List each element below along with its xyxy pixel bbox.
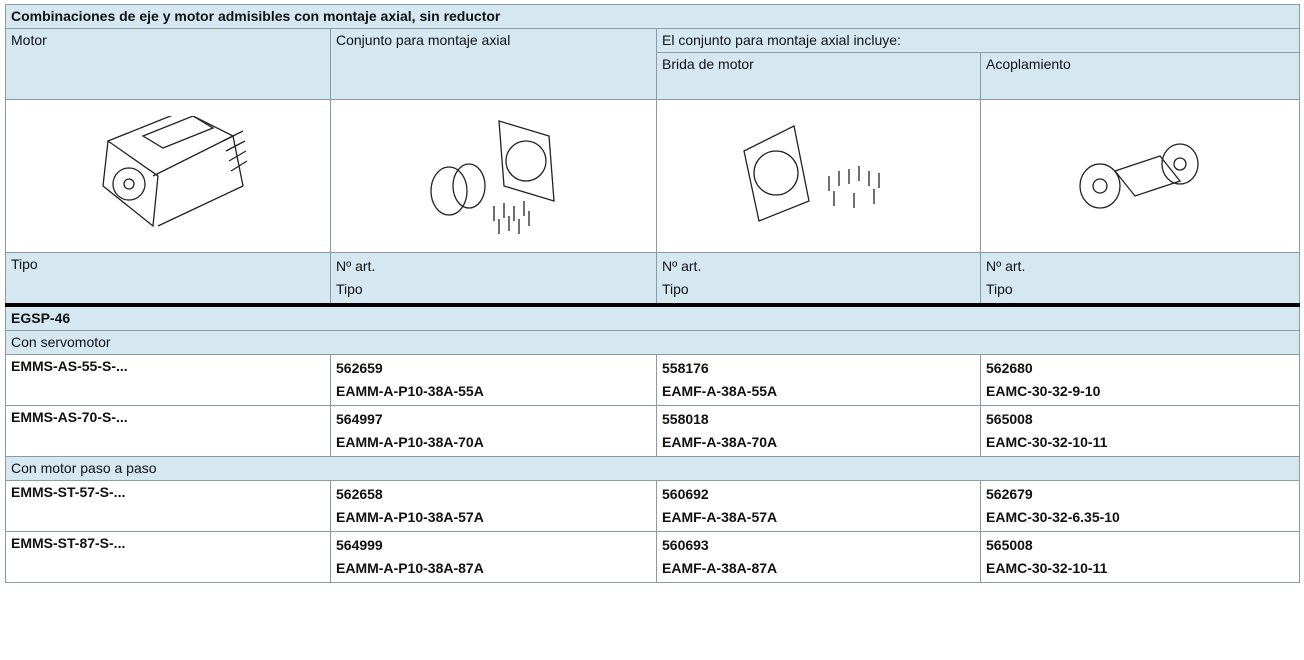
image-cell (330, 99, 657, 253)
type-code: EAMC-30-32-10-11 (986, 560, 1108, 576)
label-text: Tipo (986, 281, 1013, 297)
label-text: Tipo (662, 281, 689, 297)
motor-cell: EMMS-ST-87-S-... (5, 531, 331, 583)
flange-image (742, 125, 880, 222)
group-row: Con servomotor (4, 330, 1301, 355)
type-code: EAMF-A-38A-70A (662, 434, 778, 450)
type-code: EAMM-A-P10-38A-57A (336, 509, 484, 525)
header-cell: El conjunto para montaje axial incluye: (655, 28, 1301, 53)
label-cell: Nº art. Tipo (979, 252, 1301, 307)
part-number: 558018 (662, 411, 709, 427)
coupling-cell: 562679 EAMC-30-32-6.35-10 (979, 480, 1301, 532)
label-cell: Tipo (5, 252, 331, 307)
data-row: EMMS-ST-87-S-... 564999 EAMM-A-P10-38A-87A… (5, 531, 1301, 583)
group-cell: Con servomotor (4, 330, 1301, 355)
part-number: 560693 (662, 537, 709, 553)
image-cell (979, 99, 1301, 253)
coupling-image (1079, 143, 1199, 209)
header-cell: Brida de motor (656, 52, 981, 100)
part-number: 564999 (336, 537, 383, 553)
motor-cell: EMMS-AS-70-S-... (5, 405, 331, 457)
set-image (429, 120, 555, 234)
part-number: 564997 (336, 411, 383, 427)
part-number: 558176 (662, 360, 709, 376)
image-cell (5, 99, 331, 253)
table-title: Combinaciones de eje y motor admisibles … (4, 4, 1301, 29)
type-code: EAMF-A-38A-87A (662, 560, 778, 576)
type-code: EAMC-30-32-6.35-10 (986, 509, 1120, 525)
flange-cell: 560692 EAMF-A-38A-57A (656, 480, 981, 532)
motor-cell: EMMS-ST-57-S-... (5, 480, 331, 532)
flange-cell: 558176 EAMF-A-38A-55A (656, 354, 981, 406)
type-code: EAMM-A-P10-38A-87A (336, 560, 484, 576)
label-text: Nº art. (336, 258, 376, 274)
data-row: EMMS-AS-70-S-... 564997 EAMM-A-P10-38A-70A… (5, 405, 1301, 457)
type-code: EAMF-A-38A-57A (662, 509, 778, 525)
data-row: EMMS-ST-57-S-... 562658 EAMM-A-P10-38A-57A… (5, 480, 1301, 532)
section-cell: EGSP-46 (4, 304, 1301, 331)
label-text: Nº art. (986, 258, 1026, 274)
label-cell: Nº art. Tipo (656, 252, 981, 307)
flange-cell: 558018 EAMF-A-38A-70A (656, 405, 981, 457)
combination-table: Combinaciones de eje y motor admisibles … (4, 4, 1301, 583)
label-text: Tipo (336, 281, 363, 297)
type-code: EAMF-A-38A-55A (662, 383, 778, 399)
header-cell: Conjunto para montaje axial (330, 28, 657, 100)
label-cell: Nº art. Tipo (330, 252, 657, 307)
part-number: 562679 (986, 486, 1033, 502)
part-number: 565008 (986, 411, 1033, 427)
set-cell: 564997 EAMM-A-P10-38A-70A (330, 405, 657, 457)
set-cell: 564999 EAMM-A-P10-38A-87A (330, 531, 657, 583)
type-code: EAMM-A-P10-38A-70A (336, 434, 484, 450)
header-cell: Motor (5, 28, 331, 100)
data-row: EMMS-AS-55-S-... 562659 EAMM-A-P10-38A-55A… (5, 354, 1301, 406)
part-number: 562680 (986, 360, 1033, 376)
coupling-cell: 565008 EAMC-30-32-10-11 (979, 531, 1301, 583)
part-number: 560692 (662, 486, 709, 502)
set-cell: 562658 EAMM-A-P10-38A-57A (330, 480, 657, 532)
section-row: EGSP-46 (4, 304, 1301, 331)
part-number: 562659 (336, 360, 383, 376)
part-number: 565008 (986, 537, 1033, 553)
group-cell: Con motor paso a paso (4, 456, 1301, 481)
type-code: EAMC-30-32-10-11 (986, 434, 1108, 450)
label-text: Nº art. (662, 258, 702, 274)
image-cell (656, 99, 981, 253)
group-row: Con motor paso a paso (4, 456, 1301, 481)
part-number: 562658 (336, 486, 383, 502)
coupling-cell: 562680 EAMC-30-32-9-10 (979, 354, 1301, 406)
type-code: EAMC-30-32-9-10 (986, 383, 1101, 399)
flange-cell: 560693 EAMF-A-38A-87A (656, 531, 981, 583)
motor-cell: EMMS-AS-55-S-... (5, 354, 331, 406)
set-cell: 562659 EAMM-A-P10-38A-55A (330, 354, 657, 406)
coupling-cell: 565008 EAMC-30-32-10-11 (979, 405, 1301, 457)
motor-image (102, 116, 248, 228)
header-cell: Acoplamiento (979, 52, 1301, 100)
type-code: EAMM-A-P10-38A-55A (336, 383, 484, 399)
